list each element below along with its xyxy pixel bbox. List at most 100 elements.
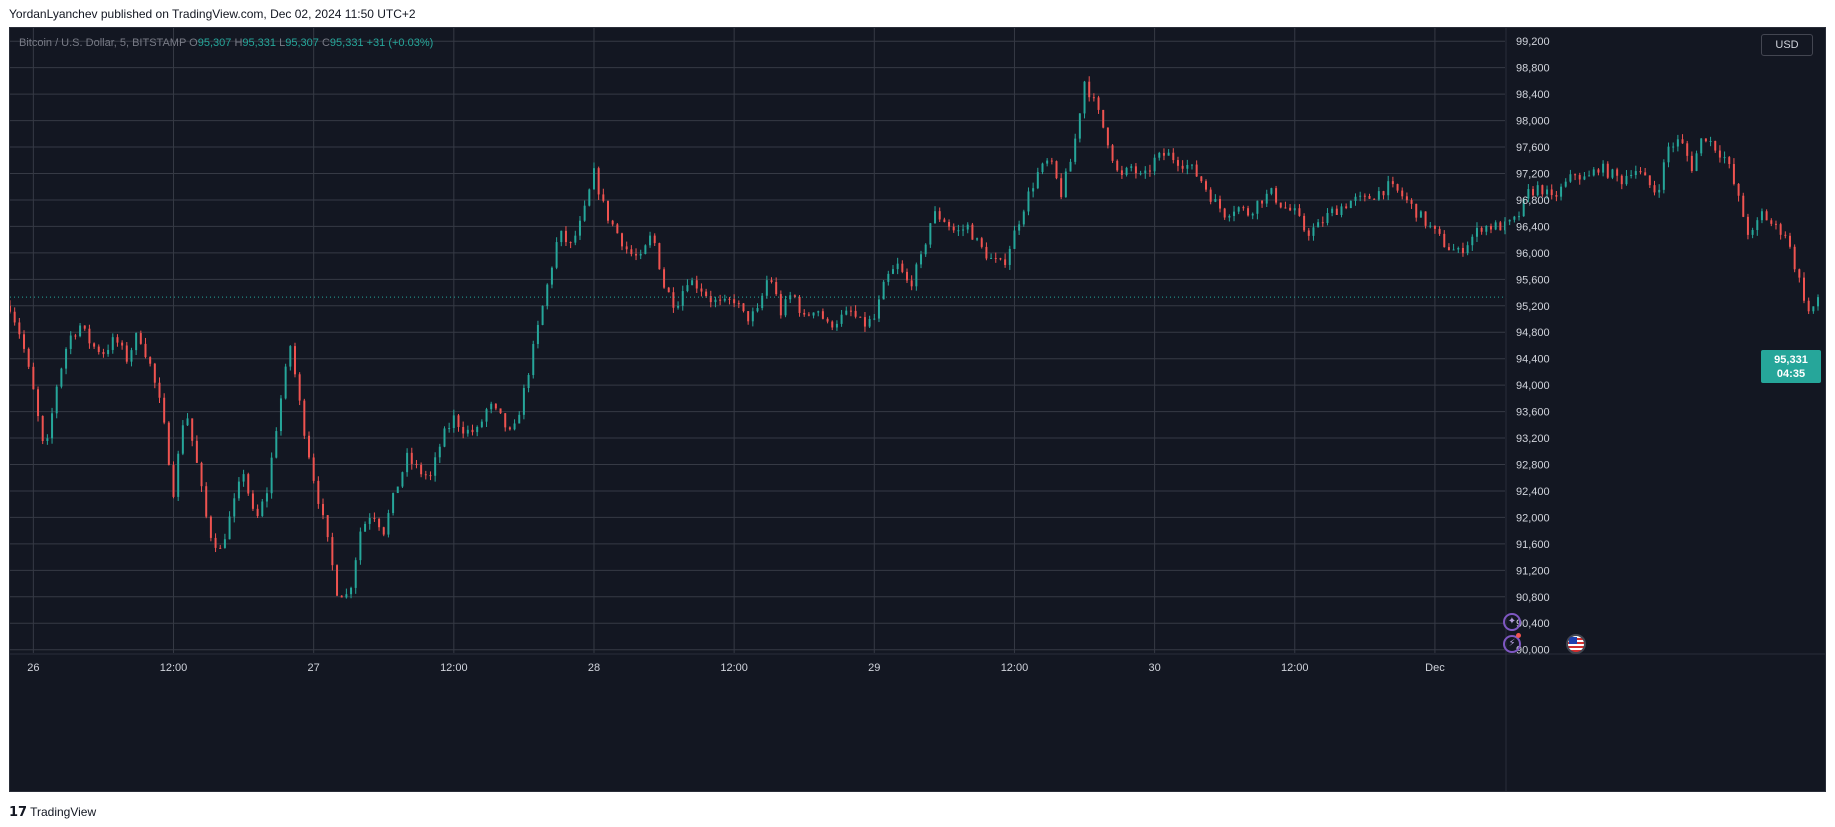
us-flag-icon[interactable]	[1566, 634, 1586, 654]
y-tick-label: 96,400	[1516, 221, 1550, 233]
candle-body	[1569, 174, 1572, 182]
y-tick-label: 91,600	[1516, 539, 1550, 551]
candle-body	[1625, 175, 1628, 185]
candle-body	[1069, 161, 1072, 172]
footer-brand[interactable]: 𝟭𝟳 TradingView	[9, 804, 96, 820]
candle-body	[508, 427, 511, 430]
candle-body	[695, 280, 698, 289]
candle-body	[630, 249, 633, 255]
candle-body	[1153, 157, 1156, 172]
candle-body	[597, 168, 600, 195]
candle-body	[1695, 153, 1698, 171]
candlestick-chart[interactable]: 99,200 98,800 98,400 98,000 97,600 97,200 96,8…	[10, 28, 1825, 791]
candle-body	[1387, 181, 1390, 196]
y-tick-label: 96,800	[1516, 195, 1550, 207]
candle-body	[1817, 297, 1820, 307]
candle-body	[1373, 198, 1376, 200]
candle-body	[1672, 146, 1675, 148]
chart-pane[interactable]: 99,200 98,800 98,400 98,000 97,600 97,200 96,8…	[9, 27, 1826, 792]
bar-countdown: 04:35	[1776, 368, 1806, 380]
y-tick-label: 96,000	[1516, 248, 1550, 260]
candle-body	[93, 343, 96, 347]
y-tick-label: 98,000	[1516, 116, 1550, 128]
candle-body	[1331, 208, 1334, 214]
candle-body	[1265, 193, 1268, 204]
x-tick-label: 29	[868, 662, 880, 674]
candle-body	[1368, 195, 1371, 199]
candle-body	[1723, 157, 1726, 159]
candle-body	[406, 452, 409, 473]
candle-body	[1532, 189, 1535, 196]
candle-body	[41, 416, 44, 442]
candle-body	[1803, 277, 1805, 301]
y-tick-label: 91,200	[1516, 565, 1550, 577]
candle-body	[1756, 220, 1759, 231]
candle-body	[1550, 189, 1553, 196]
candle-body	[1111, 145, 1114, 161]
currency-button[interactable]: USD	[1761, 34, 1813, 56]
candle-body	[438, 446, 441, 458]
candle-body	[1485, 225, 1488, 232]
open-label: O	[189, 37, 198, 49]
alert-dot	[1516, 633, 1521, 638]
candle-body	[602, 194, 605, 201]
candle-body	[219, 547, 222, 549]
candle-body	[1415, 203, 1418, 218]
candle-body	[1247, 208, 1250, 216]
candle-body	[1349, 200, 1352, 209]
y-tick-label: 94,800	[1516, 327, 1550, 339]
candle-body	[849, 310, 852, 312]
candle-body	[1345, 206, 1348, 209]
y-tick-label: 92,400	[1516, 486, 1550, 498]
candle-body	[1363, 195, 1366, 197]
candle-body	[121, 342, 124, 346]
candle-body	[1312, 227, 1315, 236]
candle-body	[663, 269, 666, 288]
candle-body	[719, 299, 722, 301]
candle-body	[10, 305, 11, 312]
candle-body	[1681, 139, 1684, 144]
candle-body	[107, 349, 110, 355]
candle-body	[410, 452, 413, 464]
candle-body	[167, 422, 170, 466]
candle-body	[546, 284, 549, 306]
close-value: 95,331	[329, 37, 364, 49]
candle-body	[466, 429, 469, 434]
x-tick-label: 12:00	[1281, 662, 1309, 674]
candle-body	[158, 382, 161, 398]
candle-body	[756, 308, 759, 312]
candle-body	[1489, 225, 1492, 230]
lightning-icon[interactable]: ⚡	[1503, 635, 1521, 653]
candle-body	[910, 280, 913, 287]
candle-body	[1382, 191, 1385, 196]
candle-body	[1653, 185, 1656, 193]
candle-body	[1139, 173, 1142, 175]
y-tick-label: 94,400	[1516, 354, 1550, 366]
candle-body	[1447, 247, 1450, 251]
candle-body	[1597, 169, 1600, 173]
candle-body	[1728, 157, 1731, 165]
candle-body	[578, 220, 581, 236]
candle-body	[1120, 170, 1123, 175]
candle-body	[1008, 248, 1011, 265]
candle-body	[1704, 138, 1707, 142]
symbol-name: Bitcoin / U.S. Dollar, 5, BITSTAMP	[19, 37, 187, 49]
candle-body	[336, 565, 339, 596]
candle-body	[920, 254, 923, 265]
candle-body	[658, 243, 661, 270]
candle-body	[1181, 165, 1184, 169]
candle-body	[443, 428, 446, 447]
candle-body	[1083, 81, 1086, 114]
low-value: 95,307	[285, 37, 319, 49]
y-tick-label: 99,200	[1516, 36, 1550, 48]
candle-body	[929, 223, 932, 245]
candle-body	[681, 291, 684, 306]
candle-body	[555, 242, 558, 268]
candle-body	[181, 425, 184, 454]
candle-body	[803, 312, 806, 315]
candle-body	[1424, 211, 1427, 226]
sparkle-icon[interactable]: ✦	[1503, 613, 1521, 631]
candle-body	[812, 312, 815, 316]
candle-body	[607, 200, 609, 221]
y-tick-label: 97,200	[1516, 169, 1550, 181]
